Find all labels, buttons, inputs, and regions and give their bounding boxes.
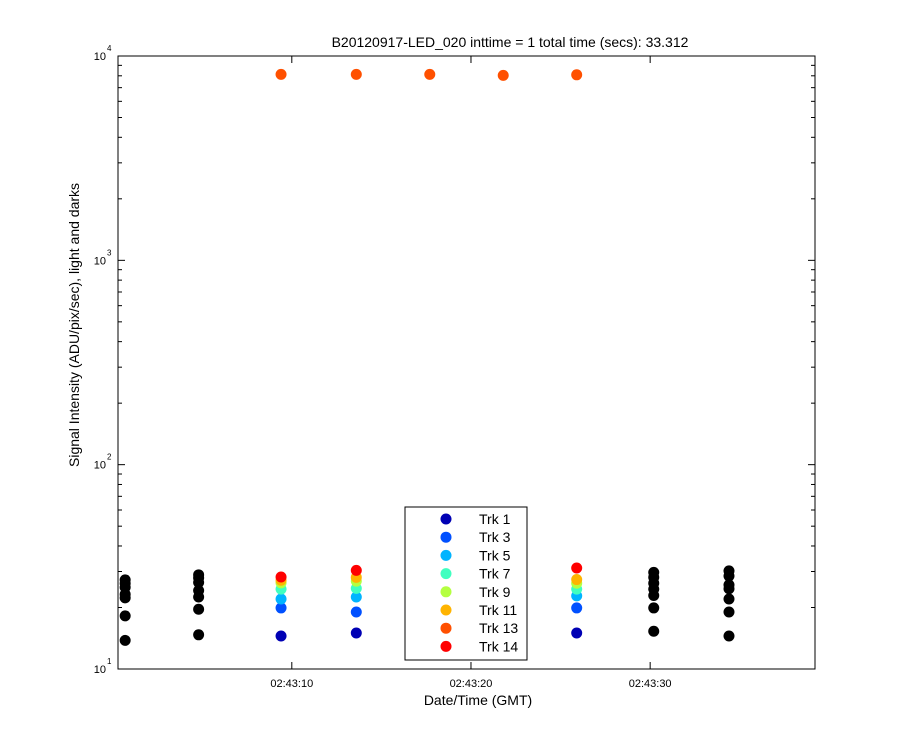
legend-marker (440, 640, 452, 652)
dark-point (119, 610, 131, 622)
x-tick-label: 02:43:20 (450, 678, 493, 690)
legend-marker (440, 586, 452, 598)
x-tick-label: 02:43:10 (270, 678, 313, 690)
dark-point (723, 579, 735, 591)
series-point-trk-13 (350, 68, 362, 80)
legend-label: Trk 13 (479, 620, 518, 636)
series-point-trk-13 (424, 68, 436, 80)
series-point-trk-14 (571, 562, 583, 574)
x-tick-label: 02:43:30 (629, 678, 672, 690)
data-points (119, 68, 735, 646)
series-point-trk-1 (350, 627, 362, 639)
series-point-trk-5 (275, 593, 287, 605)
legend-marker (440, 568, 452, 580)
series-point-trk-3 (571, 602, 583, 614)
x-axis-label: Date/Time (GMT) (424, 692, 532, 708)
series-point-trk-1 (571, 627, 583, 639)
legend-label: Trk 7 (479, 566, 511, 582)
y-tick-label-exponent: 3 (107, 248, 112, 257)
y-axis-label: Signal Intensity (ADU/pix/sec), light an… (66, 183, 82, 467)
legend-marker (440, 549, 452, 561)
legend: Trk 1 Trk 3 Trk 5 Trk 7 Trk 9 Trk 11 Trk 13 Trk… (404, 506, 528, 661)
dark-point (193, 569, 205, 581)
legend-label: Trk 3 (479, 529, 511, 545)
y-tick-label-exponent: 1 (107, 657, 112, 666)
series-point-trk-3 (275, 602, 287, 614)
dark-point (723, 565, 735, 577)
y-tick-label: 10 (94, 51, 106, 63)
legend-label: Trk 1 (479, 511, 511, 527)
series-point-trk-13 (497, 69, 509, 81)
legend-label: Trk 9 (479, 584, 511, 600)
dark-point (193, 629, 205, 641)
y-tick-label-exponent: 2 (107, 453, 112, 462)
dark-point (723, 593, 735, 605)
dark-point (648, 602, 660, 614)
legend-marker (440, 604, 452, 616)
legend-marker (440, 513, 452, 525)
y-tick-label: 10 (94, 255, 106, 267)
dark-point (119, 574, 131, 586)
series-point-trk-3 (350, 606, 362, 618)
legend-marker (440, 622, 452, 634)
legend-box (404, 506, 528, 661)
series-point-trk-1 (275, 630, 287, 642)
series-point-trk-14 (350, 564, 362, 576)
series-point-trk-14 (275, 571, 287, 583)
legend-label: Trk 14 (479, 638, 518, 654)
dark-point (119, 634, 131, 646)
legend-marker (440, 531, 452, 543)
dark-point (648, 625, 660, 637)
legend-label: Trk 11 (479, 602, 517, 618)
dark-point (193, 603, 205, 615)
dark-point (648, 566, 660, 578)
series-point-trk-13 (571, 69, 583, 81)
y-tick-label-exponent: 4 (107, 44, 112, 53)
legend-label: Trk 5 (479, 547, 511, 563)
dark-point (723, 630, 735, 642)
series-point-trk-11 (571, 574, 583, 586)
dark-point (723, 606, 735, 618)
y-tick-label: 10 (94, 460, 106, 472)
dark-point (193, 585, 205, 597)
series-point-trk-13 (275, 68, 287, 80)
series-point-trk-5 (350, 591, 362, 603)
chart-title: B20120917-LED_020 inttime = 1 total time… (332, 34, 689, 50)
x-axis: 02:43:10 02:43:20 02:43:30 (270, 56, 672, 690)
y-tick-label: 10 (94, 664, 106, 676)
